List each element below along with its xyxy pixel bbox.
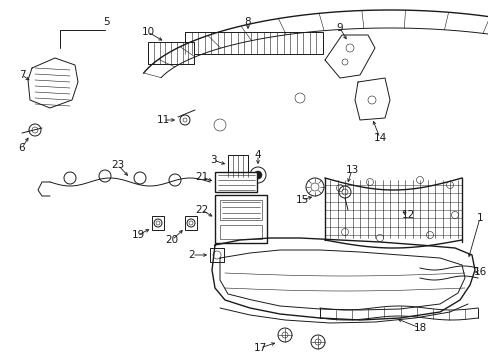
Bar (220, 200, 262, 220)
Text: 18: 18 (412, 323, 426, 333)
Text: 9: 9 (336, 23, 343, 33)
Circle shape (253, 171, 262, 179)
Bar (215, 172, 257, 192)
Bar (220, 225, 262, 239)
Text: 16: 16 (472, 267, 486, 277)
Text: 11: 11 (156, 115, 169, 125)
Bar (227, 155, 247, 177)
Text: 14: 14 (373, 133, 386, 143)
Text: 2: 2 (188, 250, 195, 260)
Text: 13: 13 (345, 165, 358, 175)
Bar (148, 42, 194, 64)
Text: 21: 21 (195, 172, 208, 182)
Text: 12: 12 (401, 210, 414, 220)
Text: 22: 22 (195, 205, 208, 215)
Bar (215, 195, 266, 243)
Text: 3: 3 (209, 155, 216, 165)
Text: 1: 1 (476, 213, 482, 223)
Text: 6: 6 (19, 143, 25, 153)
Bar (184, 216, 197, 230)
Bar (209, 248, 224, 262)
Text: 4: 4 (254, 150, 261, 160)
Text: 19: 19 (131, 230, 144, 240)
Text: 15: 15 (295, 195, 308, 205)
Bar (184, 32, 323, 54)
Text: 20: 20 (165, 235, 178, 245)
Text: 10: 10 (141, 27, 154, 37)
Text: 7: 7 (19, 70, 25, 80)
Bar (152, 216, 163, 230)
Text: 8: 8 (244, 17, 251, 27)
Text: 17: 17 (253, 343, 266, 353)
Text: 23: 23 (111, 160, 124, 170)
Text: 5: 5 (103, 17, 110, 27)
